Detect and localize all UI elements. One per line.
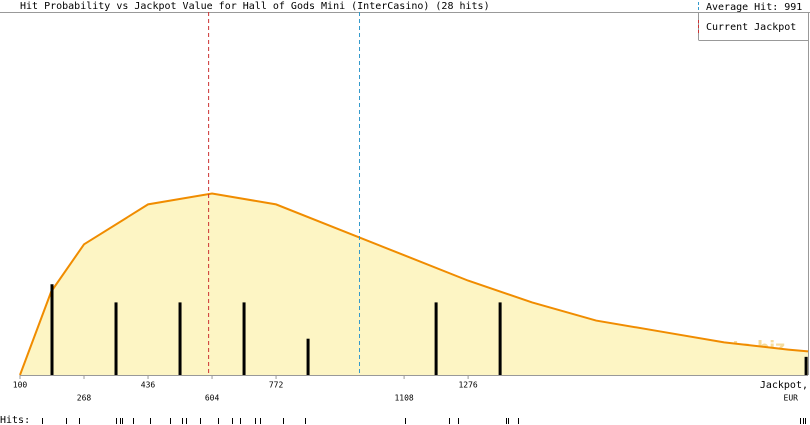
hit-bar (498, 302, 502, 375)
chart-title: Hit Probability vs Jackpot Value for Hal… (20, 1, 490, 12)
legend-current: Current Jackpot (706, 22, 796, 33)
hit-bar (434, 302, 438, 375)
curve (19, 192, 809, 376)
hit-bar (178, 302, 182, 375)
x-tick-label: 436 (141, 381, 156, 390)
x-tick-label: 1276 (458, 381, 477, 390)
hit-bar (242, 302, 246, 375)
hits-label: Hits: (0, 415, 30, 425)
legend-average: Average Hit: 991 (706, 2, 802, 13)
hit-bar (50, 284, 54, 375)
area-fill (20, 193, 808, 375)
hit-bar (306, 338, 310, 375)
x-tick-label: 1108 (394, 394, 413, 403)
x-axis-label: EUR (784, 394, 799, 403)
x-tick-label: 604 (205, 394, 220, 403)
hit-bar (114, 302, 118, 375)
x-axis-label: Jackpot, (760, 380, 808, 391)
x-tick-label: 100 (13, 381, 28, 390)
hit-bar (804, 356, 808, 375)
x-tick-label: 268 (77, 394, 92, 403)
x-tick-label: 772 (269, 381, 284, 390)
